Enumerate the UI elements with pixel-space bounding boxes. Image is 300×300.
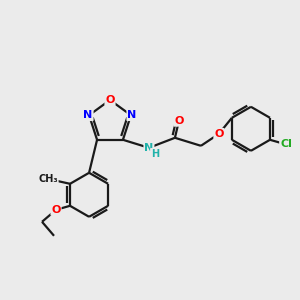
Text: O: O [51, 205, 61, 215]
Text: O: O [214, 129, 224, 139]
Text: O: O [105, 95, 115, 105]
Text: N: N [83, 110, 93, 120]
Text: O: O [174, 116, 184, 126]
Text: H: H [151, 149, 159, 159]
Text: N: N [144, 143, 154, 153]
Text: Cl: Cl [280, 139, 292, 149]
Text: CH₃: CH₃ [38, 174, 58, 184]
Text: N: N [127, 110, 136, 120]
